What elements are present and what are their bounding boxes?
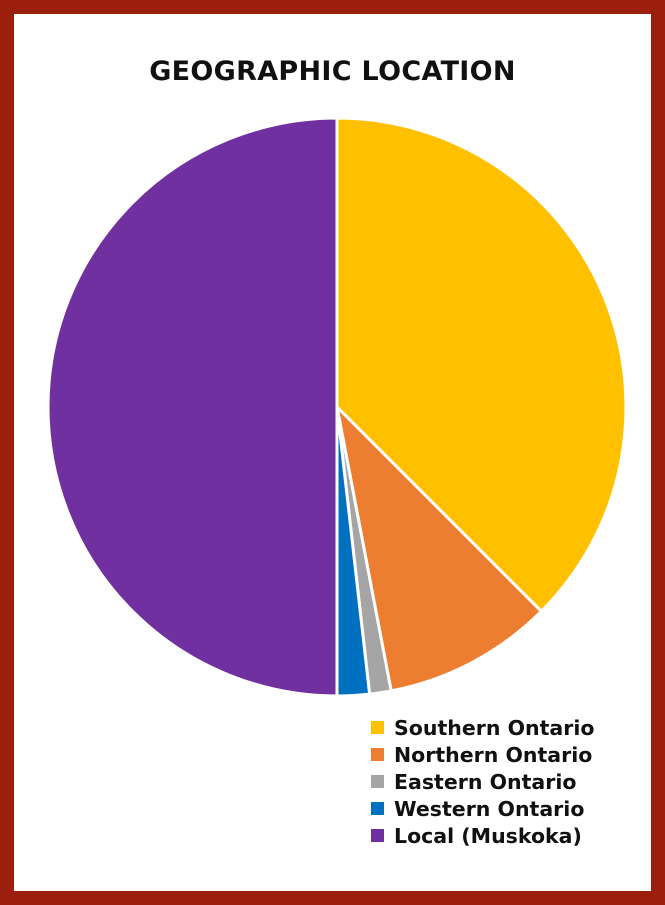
pie-slice-southern-ontario	[335, 116, 628, 613]
pie-slice-local-muskoka	[46, 116, 339, 698]
chart-panel: GEOGRAPHIC LOCATION Southern Ontario Nort…	[14, 14, 651, 891]
pie-chart	[46, 116, 628, 698]
legend-swatch	[371, 775, 384, 788]
legend-item: Eastern Ontario	[371, 768, 594, 795]
legend-swatch	[371, 802, 384, 815]
legend-swatch	[371, 721, 384, 734]
legend-item: Western Ontario	[371, 795, 594, 822]
legend-item: Local (Muskoka)	[371, 822, 594, 849]
legend: Southern Ontario Northern Ontario Eastern …	[371, 714, 594, 849]
legend-swatch	[371, 829, 384, 842]
legend-label: Eastern Ontario	[394, 769, 577, 794]
chart-title: GEOGRAPHIC LOCATION	[149, 56, 516, 87]
legend-label: Northern Ontario	[394, 742, 593, 767]
legend-swatch	[371, 748, 384, 761]
legend-item: Southern Ontario	[371, 714, 594, 741]
legend-label: Western Ontario	[394, 796, 585, 821]
legend-label: Local (Muskoka)	[394, 823, 582, 848]
legend-label: Southern Ontario	[394, 715, 595, 740]
pie-slice-northern-ontario	[335, 405, 543, 693]
legend-item: Northern Ontario	[371, 741, 594, 768]
